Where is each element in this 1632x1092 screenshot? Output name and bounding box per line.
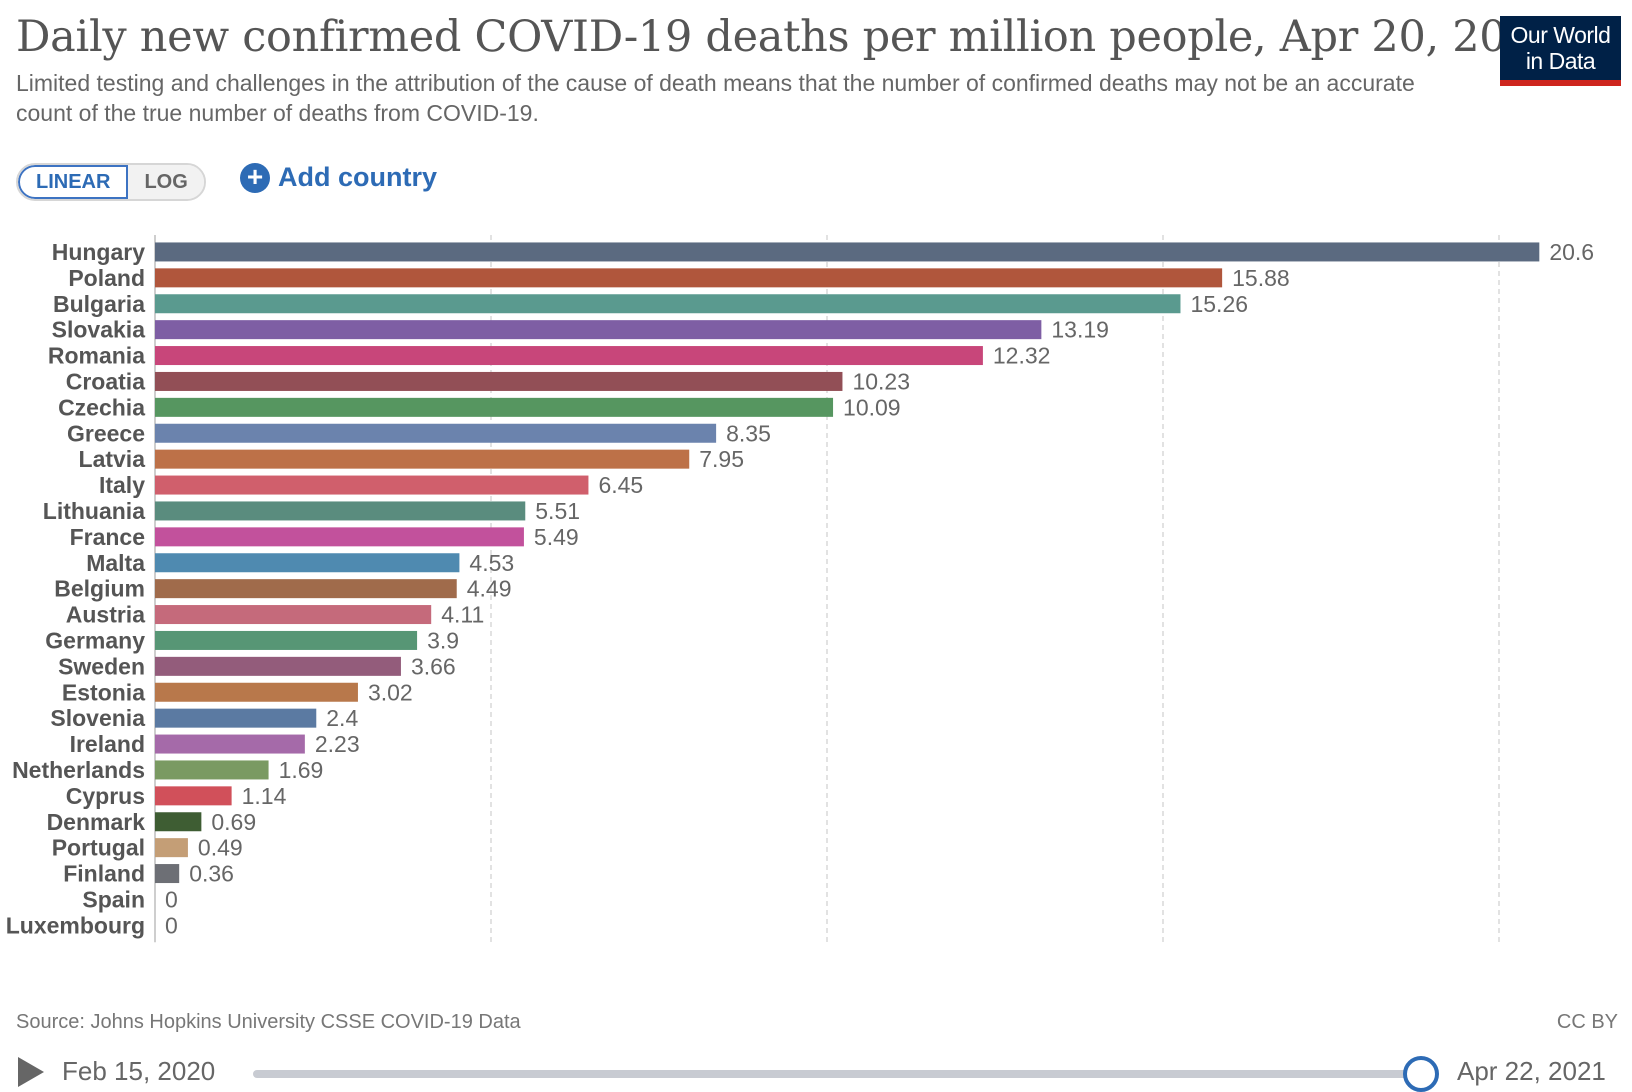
value-label: 8.35: [726, 420, 771, 446]
value-label: 5.49: [534, 524, 579, 550]
timeline-start-label: Feb 15, 2020: [62, 1056, 216, 1086]
chart-subtitle: Limited testing and challenges in the at…: [16, 70, 1415, 126]
bar: [155, 449, 690, 469]
bar: [155, 630, 418, 650]
category-label: Bulgaria: [53, 291, 145, 317]
bar: [155, 423, 717, 443]
value-label: 1.14: [242, 783, 287, 809]
bar: [155, 734, 305, 754]
category-label: Netherlands: [12, 757, 145, 783]
owid-logo[interactable]: Our World in Data: [1500, 16, 1621, 86]
logo-line-1: Our World: [1510, 22, 1611, 48]
value-label: 4.49: [467, 576, 512, 602]
bar: [155, 656, 401, 676]
category-label: Greece: [67, 420, 145, 446]
bar: [155, 397, 834, 417]
scale-toggle: LINEAR LOG: [16, 163, 206, 201]
value-label: 5.51: [535, 498, 580, 524]
category-label: Portugal: [52, 835, 145, 861]
value-label: 0.49: [198, 835, 243, 861]
value-label: 6.45: [598, 472, 643, 498]
bar: [155, 475, 589, 495]
category-label: Ireland: [70, 731, 145, 757]
value-label: 4.11: [441, 602, 484, 628]
category-label: Estonia: [62, 679, 145, 705]
value-label: 3.66: [411, 653, 456, 679]
timeline-track[interactable]: [253, 1070, 1420, 1078]
bar: [155, 605, 432, 625]
bar: [155, 371, 843, 391]
category-label: Czechia: [58, 394, 145, 420]
timeline-handle[interactable]: [1403, 1056, 1439, 1092]
value-label: 10.09: [843, 394, 901, 420]
value-label: 2.23: [315, 731, 360, 757]
chart-title: Daily new confirmed COVID-19 deaths per …: [16, 12, 1561, 62]
category-label: France: [70, 524, 145, 550]
category-label: Spain: [82, 886, 145, 912]
bar: [155, 760, 269, 780]
bar: [155, 294, 1181, 314]
value-label: 15.26: [1190, 291, 1248, 317]
bar: [155, 864, 180, 884]
bar: [155, 682, 358, 702]
category-label: Sweden: [58, 653, 145, 679]
value-label: 3.02: [368, 679, 413, 705]
category-label: Belgium: [54, 576, 145, 602]
category-label: Italy: [99, 472, 145, 498]
bar: [155, 786, 232, 806]
value-label: 3.9: [427, 627, 459, 653]
category-label: Malta: [86, 550, 145, 576]
category-label: Finland: [63, 861, 145, 887]
bar: [155, 268, 1223, 288]
bar: [155, 242, 1540, 262]
license-note[interactable]: CC BY: [1556, 1011, 1618, 1033]
log-scale-button[interactable]: LOG: [128, 165, 204, 199]
category-label: Slovenia: [50, 705, 145, 731]
category-label: Austria: [66, 602, 145, 628]
bar: [155, 527, 524, 547]
category-label: Latvia: [79, 446, 146, 472]
timeline-end-label: Apr 22, 2021: [1457, 1056, 1606, 1086]
value-label: 12.32: [993, 343, 1051, 369]
add-country-label: Add country: [278, 162, 437, 192]
category-label: Hungary: [52, 239, 146, 265]
linear-scale-button[interactable]: LINEAR: [18, 165, 129, 199]
category-label: Romania: [48, 343, 145, 369]
bar: [155, 812, 202, 832]
category-label: Lithuania: [43, 498, 145, 524]
bar: [155, 708, 317, 728]
value-label: 0.69: [211, 809, 256, 835]
bar: [155, 579, 457, 599]
logo-line-2: in Data: [1525, 48, 1596, 74]
add-country-button[interactable]: + Add country: [240, 162, 437, 193]
value-label: 0: [165, 912, 178, 938]
value-label: 0: [165, 886, 178, 912]
value-label: 15.88: [1232, 265, 1290, 291]
category-label: Slovakia: [52, 317, 146, 343]
value-label: 20.6: [1549, 239, 1594, 265]
bar: [155, 501, 526, 521]
category-label: Denmark: [47, 809, 146, 835]
value-label: 1.69: [279, 757, 324, 783]
value-label: 7.95: [699, 446, 744, 472]
category-label: Luxembourg: [6, 912, 145, 938]
category-label: Germany: [45, 627, 145, 653]
bar: [155, 320, 1042, 340]
category-label: Cyprus: [66, 783, 145, 809]
value-label: 4.53: [469, 550, 514, 576]
value-label: 10.23: [852, 368, 910, 394]
timeline: Feb 15, 2020 Apr 22, 2021: [0, 1046, 1632, 1092]
bar: [155, 553, 460, 573]
play-icon[interactable]: [18, 1057, 44, 1087]
category-label: Poland: [68, 265, 145, 291]
value-label: 13.19: [1051, 317, 1109, 343]
bar: [155, 838, 188, 858]
plus-circle-icon: +: [240, 162, 270, 193]
source-note[interactable]: Source: Johns Hopkins University CSSE CO…: [16, 1011, 521, 1033]
value-label: 2.4: [326, 705, 358, 731]
value-label: 0.36: [189, 861, 234, 887]
bar: [155, 346, 983, 366]
bar-chart: 05101520Hungary20.6Poland15.88Bulgaria15…: [6, 235, 1594, 943]
category-label: Croatia: [66, 368, 145, 394]
